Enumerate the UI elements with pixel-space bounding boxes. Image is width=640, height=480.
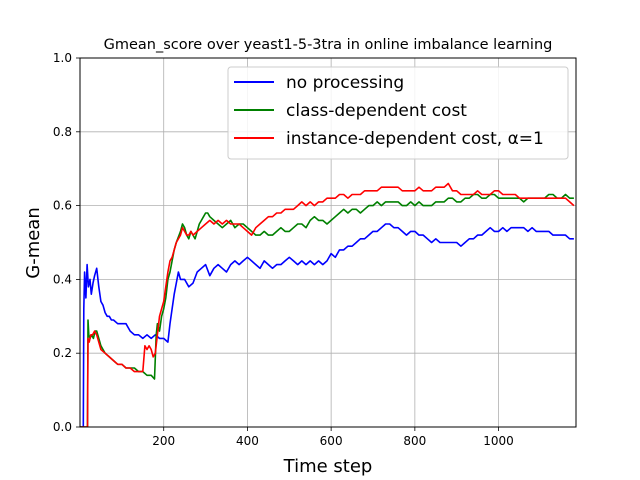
y-tick-label: 0.2 [53,346,72,360]
series-line-3 [80,182,575,427]
x-tick-label: 200 [152,434,175,448]
x-axis-label: Time step [283,456,373,477]
legend: no processing class-dependent cost instanc… [227,66,569,160]
x-tick-label: 400 [236,434,259,448]
y-tick-label: 0.8 [53,125,72,139]
x-tick-label: 1000 [483,434,514,448]
y-tick-label: 0.4 [53,272,72,286]
plot-frame [79,57,577,428]
x-tick-label: 800 [403,434,426,448]
series-line-1 [80,223,574,427]
legend-box [227,66,569,160]
y-axis-label: G-mean [23,207,44,279]
chart-title: Gmean_score over yeast1-5-3tra in online… [104,37,553,53]
x-tick-label: 600 [320,434,343,448]
y-tick-label: 1.0 [53,51,72,65]
legend-entry: no processing [286,73,404,93]
ticks: 200 400 600 800 1000 0.0 0.2 0.4 0.6 0.8 1.0 [53,51,514,448]
series-line-2 [80,193,574,427]
y-tick-label: 0.0 [53,420,72,434]
y-tick-label: 0.6 [53,199,72,213]
series-layer [80,182,575,427]
legend-entry: class-dependent cost [286,101,467,121]
legend-entry: instance-dependent cost, α=1 [286,129,544,149]
